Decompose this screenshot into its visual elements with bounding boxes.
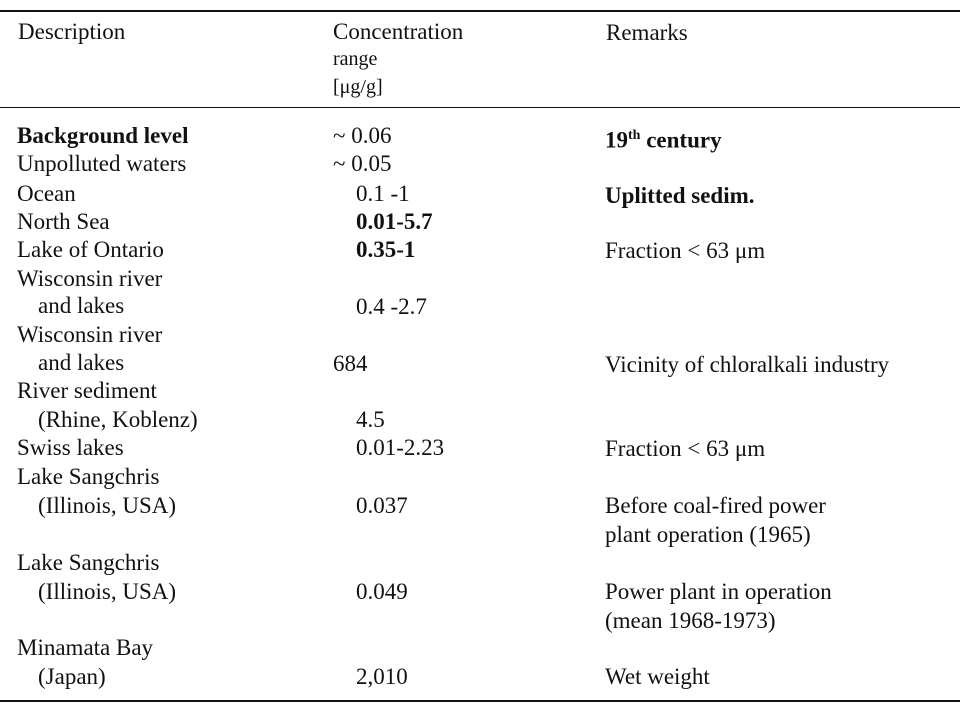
header-concentration-unit: [μg/g]: [333, 76, 383, 98]
row-description: Wisconsin river: [17, 322, 163, 347]
row-concentration: 0.049: [356, 579, 408, 604]
row-concentration: 0.037: [356, 493, 408, 518]
row-remarks: Power plant in operation: [605, 579, 832, 604]
row-remarks: Vicinity of chloralkali industry: [605, 352, 890, 377]
row-concentration: 0.35-1: [356, 237, 416, 262]
row-concentration: 0.1 -1: [356, 181, 410, 206]
row-concentration: 0.01-5.7: [356, 209, 433, 234]
row-description: Lake of Ontario: [17, 237, 164, 262]
header-description: Description: [18, 19, 126, 44]
header-concentration-range: range: [333, 48, 378, 70]
row-description: Lake Sangchris: [17, 550, 160, 575]
row-remarks: Wet weight: [605, 664, 710, 689]
header-rule: [0, 107, 960, 108]
row-remarks-cont: plant operation (1965): [605, 522, 811, 547]
row-description-cont: and lakes: [38, 293, 125, 318]
row-description: River sediment: [17, 378, 157, 403]
row-description-cont: (Illinois, USA): [38, 579, 176, 604]
row-description: Ocean: [17, 181, 76, 206]
row-description-cont: (Rhine, Koblenz): [38, 407, 198, 432]
row-concentration: ~ 0.06: [333, 123, 392, 148]
row-description: Swiss lakes: [17, 435, 124, 460]
row-description: Background level: [17, 123, 189, 148]
row-description-cont: and lakes: [38, 350, 125, 375]
row-concentration: 684: [333, 351, 368, 376]
row-remarks: Fraction < 63 μm: [605, 238, 766, 263]
row-remarks: Fraction < 63 μm: [605, 436, 766, 461]
row-remarks: Uplitted sedim.: [605, 183, 755, 208]
table-bottom-rule: [0, 700, 960, 702]
row-remarks-cont: (mean 1968-1973): [605, 608, 776, 633]
row-concentration: 2,010: [356, 664, 408, 689]
row-remarks: 19th century: [605, 127, 722, 153]
row-concentration: 0.4 -2.7: [356, 294, 427, 319]
row-description: Minamata Bay: [17, 635, 154, 660]
row-description-cont: (Illinois, USA): [38, 493, 176, 518]
row-description-cont: (Japan): [38, 664, 106, 689]
row-description: Lake Sangchris: [17, 464, 160, 489]
table-top-rule: [0, 10, 960, 12]
row-concentration: 0.01-2.23: [356, 435, 445, 460]
row-description: North Sea: [17, 209, 110, 234]
header-remarks: Remarks: [606, 20, 688, 45]
row-concentration: ~ 0.05: [333, 151, 392, 176]
header-concentration-label: Concentration: [333, 19, 464, 44]
row-description: Wisconsin river: [17, 266, 163, 291]
row-description: Unpolluted waters: [17, 151, 187, 176]
header-concentration: Concentration range [μg/g]: [333, 19, 463, 101]
row-remarks: Before coal-fired power: [605, 493, 826, 518]
row-concentration: 4.5: [356, 407, 385, 432]
